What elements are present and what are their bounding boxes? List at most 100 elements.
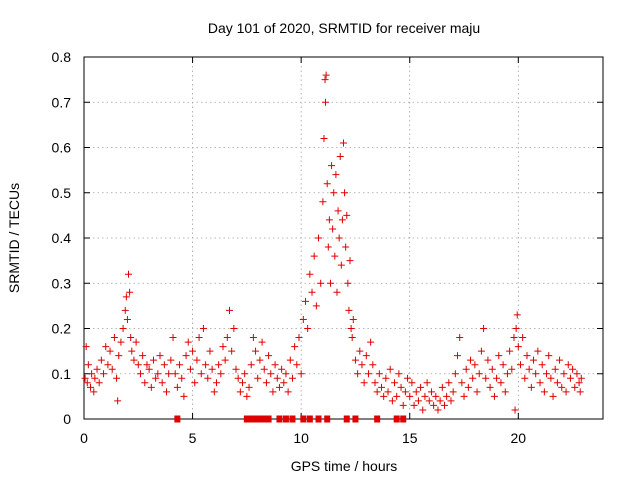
zero-data-point [393, 415, 400, 423]
data-point [123, 315, 131, 323]
zero-data-point [300, 415, 307, 423]
data-point [247, 361, 255, 369]
data-point [386, 365, 394, 373]
data-point [176, 361, 184, 369]
data-point [304, 325, 312, 332]
data-point [436, 397, 444, 405]
data-point [549, 392, 557, 400]
data-point [152, 374, 160, 382]
data-point [360, 379, 368, 387]
data-point [128, 347, 136, 355]
data-point [212, 379, 220, 387]
data-point [340, 139, 347, 147]
data-point [322, 71, 330, 79]
zero-data-point [256, 415, 263, 423]
data-point [127, 334, 135, 342]
data-point [538, 361, 546, 369]
data-point [367, 338, 375, 346]
data-point [114, 397, 122, 405]
data-point [513, 311, 521, 319]
data-point [317, 279, 325, 287]
data-point [473, 388, 481, 396]
data-point [397, 383, 405, 391]
data-point [467, 356, 475, 364]
data-point [293, 361, 301, 369]
data-point [136, 370, 144, 378]
data-point [443, 392, 451, 400]
x-tick-label: 10 [293, 430, 309, 446]
data-point [149, 356, 157, 364]
chart-title: Day 101 of 2020, SRMTID for receiver maj… [208, 20, 480, 36]
data-point [445, 379, 453, 387]
data-point [110, 334, 118, 342]
data-point [408, 379, 416, 387]
zero-data-point [248, 415, 255, 423]
data-point [228, 347, 236, 355]
data-point [497, 379, 505, 387]
y-tick-label: 0.7 [52, 94, 72, 110]
data-point [254, 374, 262, 382]
data-point [295, 334, 303, 342]
data-point [346, 257, 354, 265]
data-point [182, 352, 190, 360]
zero-data-point [252, 415, 259, 423]
data-point [97, 356, 105, 364]
data-point [516, 361, 524, 369]
data-point [464, 383, 472, 391]
data-point [186, 365, 194, 373]
data-point [321, 76, 329, 84]
zero-data-point [261, 415, 268, 423]
x-tick-label: 5 [189, 430, 197, 446]
data-point [510, 334, 518, 342]
data-point [195, 334, 203, 342]
data-point [460, 392, 468, 400]
y-tick-label: 0.6 [52, 140, 72, 156]
zero-data-point [343, 415, 350, 423]
data-point [260, 365, 268, 373]
data-point [134, 361, 142, 369]
data-point [125, 270, 133, 278]
data-point [117, 338, 125, 346]
data-point [511, 406, 519, 414]
data-point [456, 334, 464, 342]
data-point [430, 401, 438, 409]
zero-data-point [289, 415, 296, 423]
data-point [93, 365, 101, 373]
data-point [351, 356, 359, 364]
data-point [527, 383, 535, 391]
data-point [236, 388, 244, 396]
data-point [156, 352, 164, 360]
data-point [158, 379, 166, 387]
data-point [532, 370, 540, 378]
data-point [100, 370, 108, 378]
x-tick-label: 20 [511, 430, 527, 446]
data-point [184, 338, 192, 346]
data-point [106, 347, 114, 355]
x-tick-label: 0 [80, 430, 88, 446]
data-point [278, 365, 286, 373]
data-point [384, 388, 392, 396]
data-point [262, 379, 270, 387]
data-point [490, 392, 498, 400]
data-point [206, 347, 214, 355]
data-point [477, 347, 485, 355]
data-point [484, 356, 492, 364]
data-point [566, 374, 574, 382]
data-point [514, 343, 522, 351]
data-point [210, 388, 218, 396]
data-point [421, 392, 429, 400]
data-point [447, 397, 455, 405]
y-tick-label: 0 [63, 411, 71, 427]
data-point [331, 252, 339, 260]
data-point [493, 374, 501, 382]
zero-data-point [352, 415, 359, 423]
data-point [391, 379, 399, 387]
data-point [221, 356, 229, 364]
data-point [315, 234, 323, 242]
data-point [320, 134, 328, 142]
data-point [193, 356, 201, 364]
data-point [82, 343, 90, 351]
data-point [395, 370, 403, 378]
data-point [560, 370, 568, 378]
data-point [536, 379, 544, 387]
